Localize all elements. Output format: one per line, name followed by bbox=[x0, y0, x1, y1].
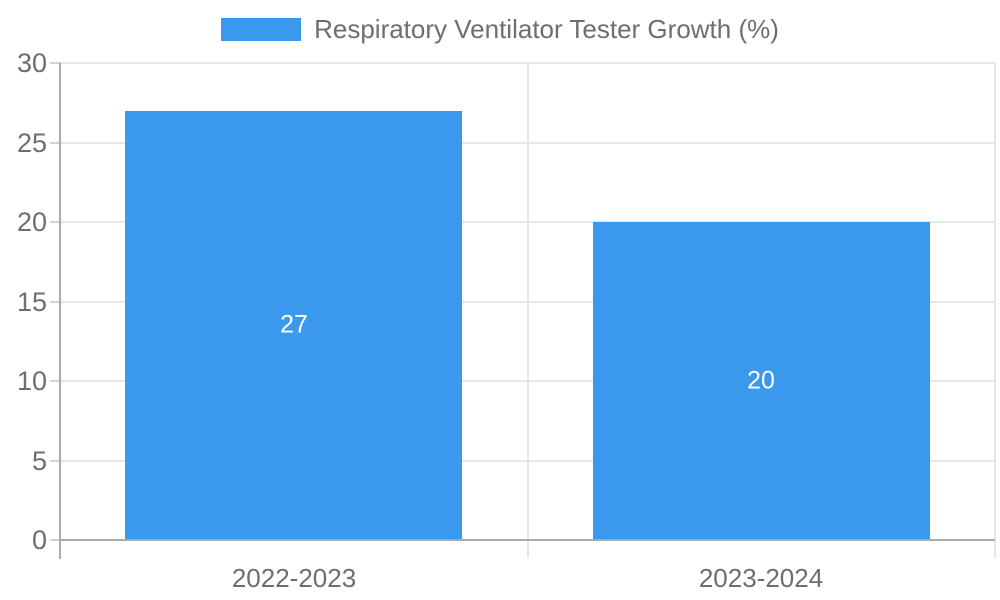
y-axis-tick-label: 20 bbox=[16, 207, 47, 237]
y-axis-tick bbox=[50, 62, 60, 64]
y-axis-tick-label: 30 bbox=[16, 48, 47, 78]
legend-swatch-icon bbox=[221, 17, 302, 41]
y-axis-tick bbox=[50, 301, 60, 303]
y-axis-tick bbox=[50, 380, 60, 382]
legend-label: Respiratory Ventilator Tester Growth (%) bbox=[314, 14, 779, 44]
y-axis-tick-label: 0 bbox=[31, 525, 47, 555]
y-axis-line bbox=[59, 63, 61, 559]
bar-2023-2024[interactable] bbox=[593, 222, 930, 539]
y-axis-tick bbox=[50, 221, 60, 223]
y-axis-tick-label: 15 bbox=[16, 287, 47, 317]
bar-2022-2023[interactable] bbox=[125, 111, 462, 539]
x-axis-category-label: 2022-2023 bbox=[231, 563, 357, 593]
x-axis-line bbox=[60, 539, 995, 541]
category-separator-line bbox=[527, 63, 529, 540]
bar-value-label: 20 bbox=[747, 366, 775, 395]
x-axis-category-label: 2023-2024 bbox=[698, 563, 824, 593]
category-separator-line bbox=[994, 63, 996, 540]
y-axis-tick-label: 25 bbox=[16, 128, 47, 158]
y-axis-tick bbox=[50, 539, 60, 541]
y-axis-tick-label: 5 bbox=[31, 446, 47, 476]
x-axis-tick bbox=[527, 540, 529, 558]
y-axis-tick bbox=[50, 460, 60, 462]
x-axis-tick bbox=[994, 540, 996, 558]
y-axis-tick-label: 10 bbox=[16, 366, 47, 396]
bar-value-label: 27 bbox=[280, 310, 308, 339]
chart-legend[interactable]: Respiratory Ventilator Tester Growth (%) bbox=[0, 16, 1000, 42]
y-axis-tick bbox=[50, 142, 60, 144]
